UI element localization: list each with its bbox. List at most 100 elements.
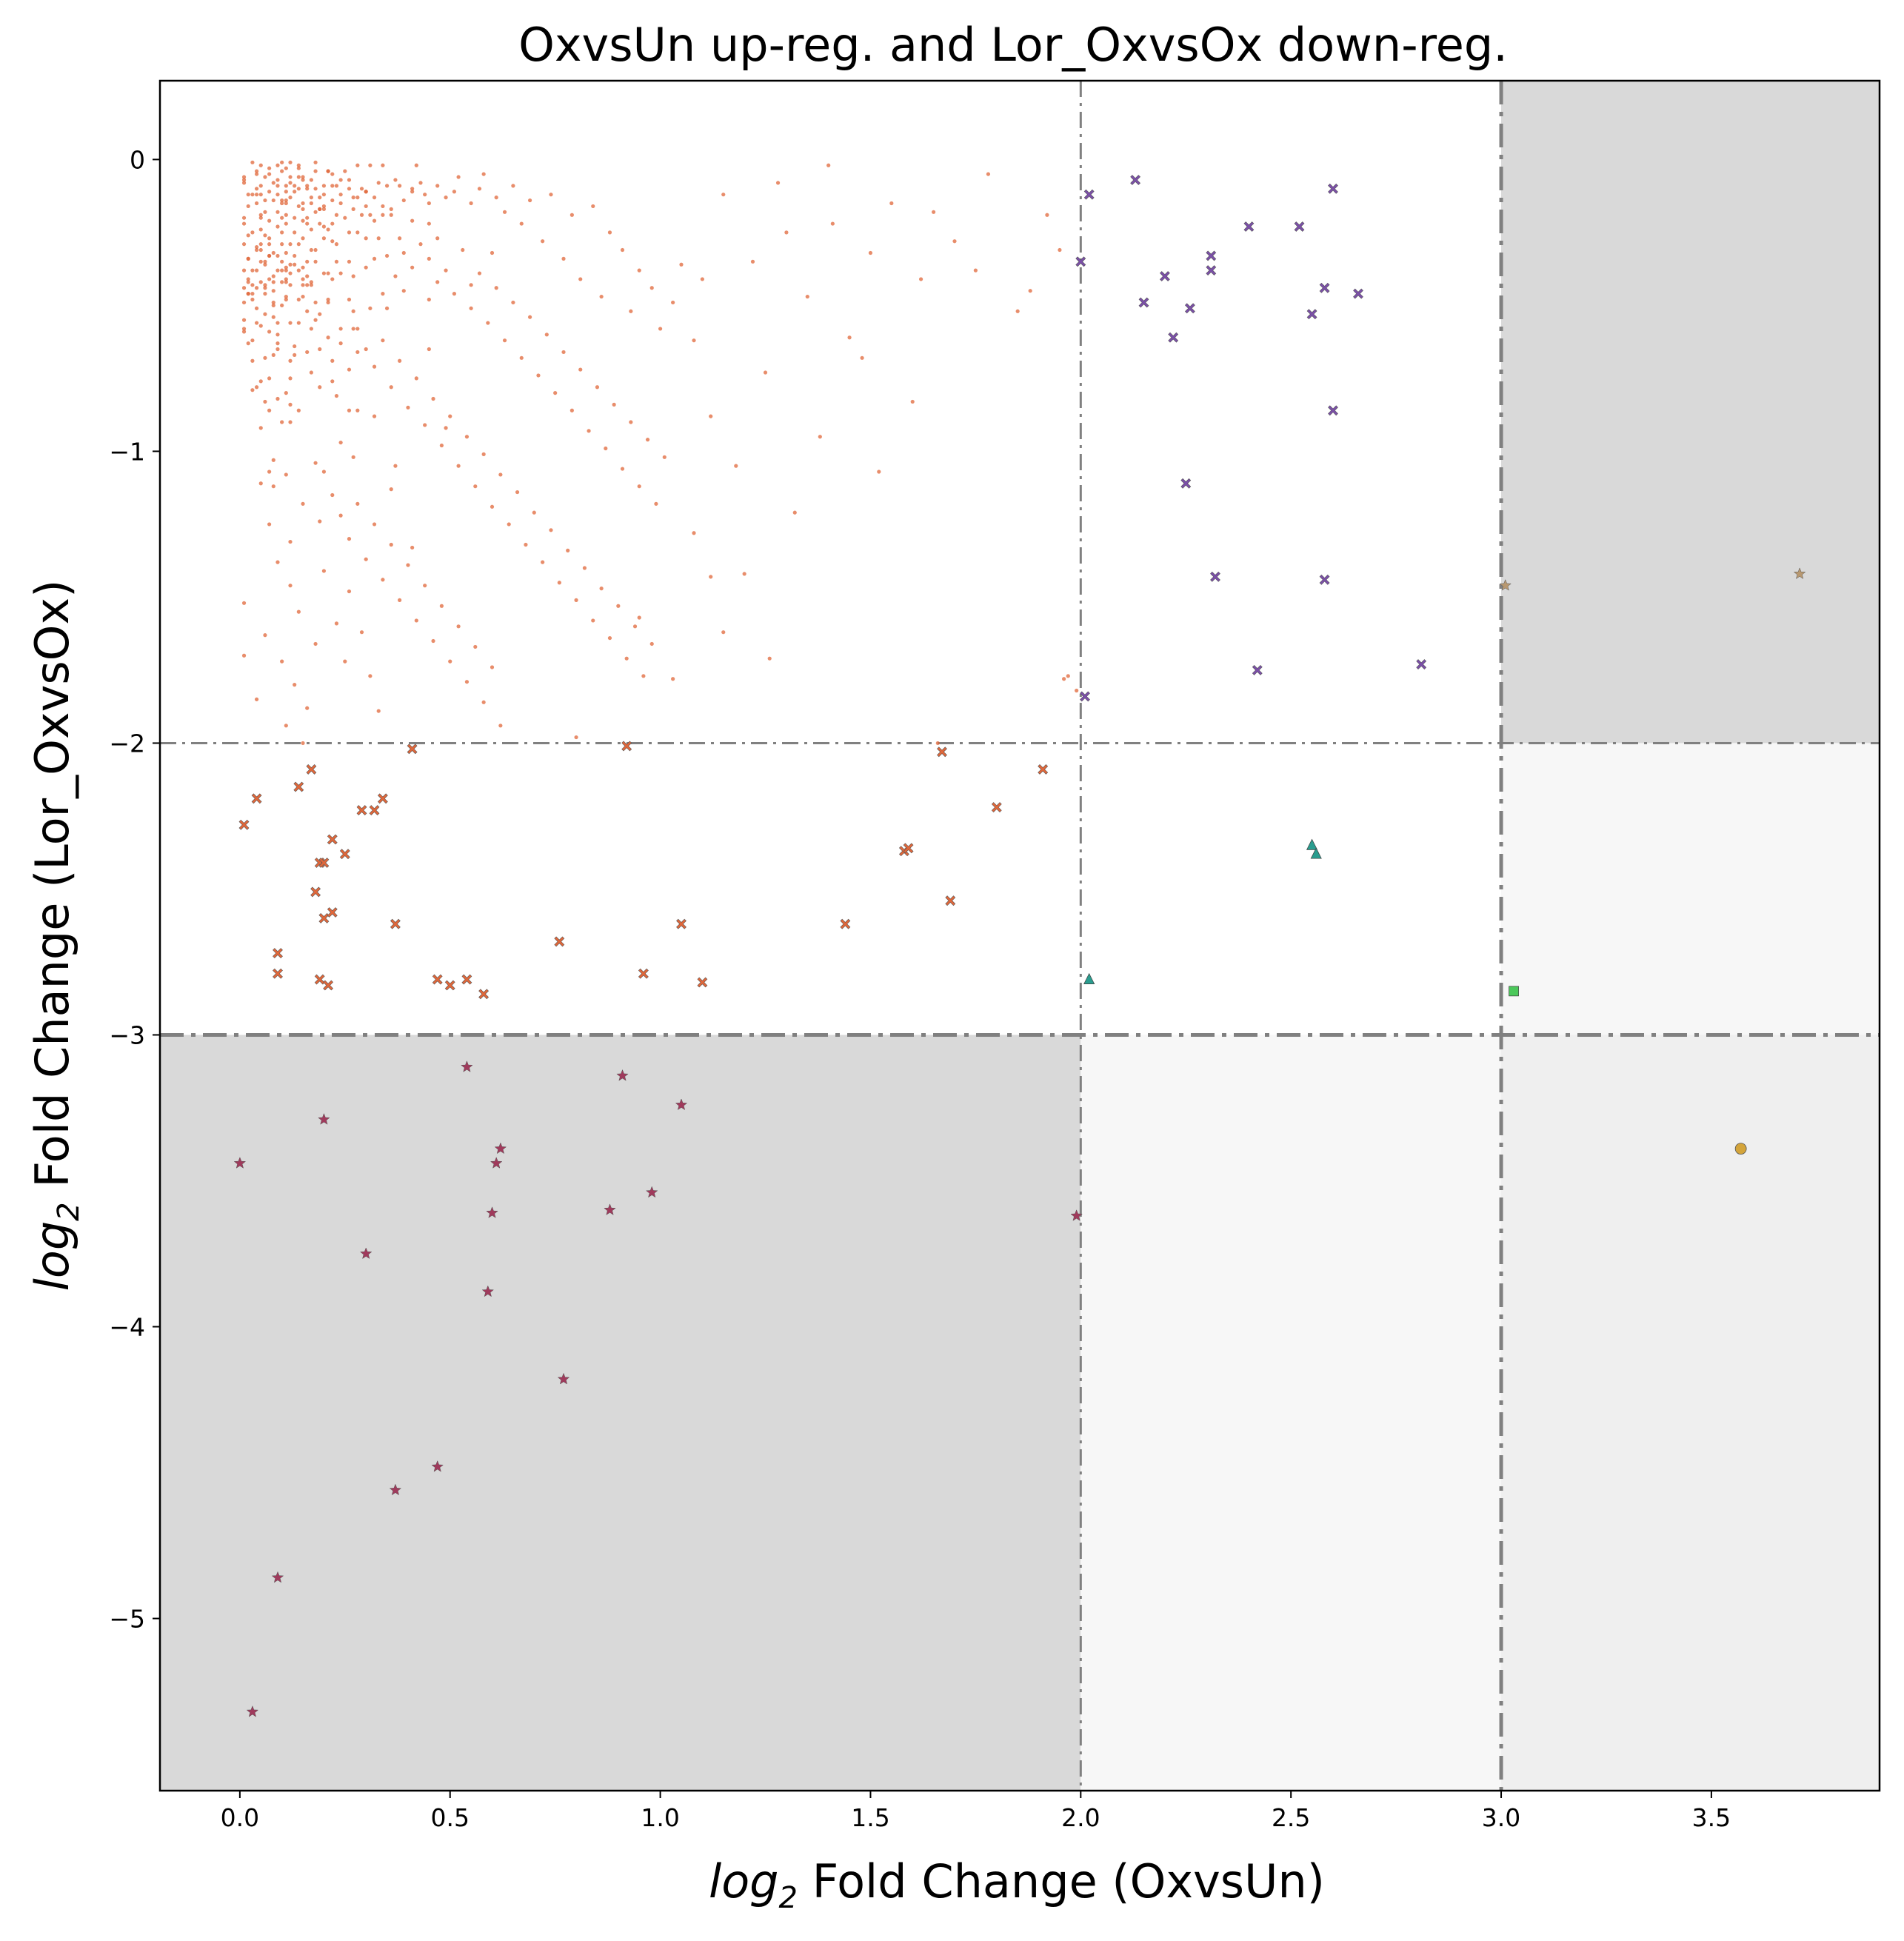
y-tick-label: −3 — [109, 1020, 145, 1049]
data-point-dot — [267, 408, 272, 412]
data-point-dot — [750, 259, 755, 264]
data-point-dot — [599, 587, 604, 591]
data-point-dot — [372, 414, 377, 418]
data-point-dot — [284, 277, 288, 281]
data-point-star — [359, 1247, 373, 1260]
data-point-dot — [553, 391, 558, 395]
data-point-dot — [359, 187, 364, 191]
chart-title: OxvsUn up-reg. and Lor_OxvsOx down-reg. — [518, 18, 1508, 72]
data-point-x — [840, 918, 851, 929]
data-point-dot — [246, 204, 250, 209]
data-point-dot — [263, 198, 267, 203]
data-point-dot — [318, 207, 322, 211]
data-point-dot — [293, 216, 297, 220]
data-point-dot — [254, 193, 259, 197]
y-axis-label-text: Fold Change (Lor_OxvsOx) — [25, 580, 79, 1203]
data-point-dot — [406, 405, 410, 410]
data-point-dot — [263, 633, 267, 638]
data-point-dot — [461, 247, 465, 253]
data-point-dot — [241, 286, 247, 290]
data-point-dot — [364, 190, 368, 194]
data-point-x — [369, 805, 380, 816]
data-point-dot — [541, 239, 545, 244]
data-point-dot — [263, 259, 267, 264]
data-point-dot — [284, 265, 288, 270]
data-point-dot — [280, 659, 284, 664]
data-point-dot — [1058, 247, 1062, 253]
data-point-dot — [338, 440, 343, 445]
data-point-dot — [330, 492, 335, 498]
data-point-dot — [629, 309, 633, 313]
data-point-x — [1138, 297, 1149, 308]
x-tick-label: 2.5 — [1272, 1803, 1310, 1832]
data-point-dot — [258, 481, 263, 486]
data-point-dot — [481, 452, 486, 456]
data-point-dot — [860, 355, 864, 360]
data-point-dot — [376, 709, 381, 713]
data-point-star — [246, 1705, 259, 1717]
data-point-dot — [334, 393, 339, 398]
data-point-dot — [288, 181, 293, 185]
data-point-dot — [318, 519, 322, 524]
data-point-dot — [284, 280, 288, 284]
data-point-dot — [288, 539, 293, 544]
data-point-dot — [246, 292, 250, 296]
data-point-dot — [401, 198, 406, 203]
data-point-dot — [305, 216, 310, 220]
data-point-dot — [296, 175, 301, 179]
data-point-dot — [481, 700, 486, 704]
data-point-dot — [275, 268, 280, 273]
data-point-dot — [305, 283, 310, 287]
data-point-dot — [338, 513, 343, 518]
data-point-x — [1083, 189, 1095, 200]
y-axis-label-sub: 2 — [52, 1202, 86, 1220]
data-point-dot — [490, 504, 495, 509]
data-point-dot — [742, 572, 746, 576]
data-point-dot — [318, 347, 322, 352]
data-point-dot — [410, 190, 415, 194]
data-point-dot — [305, 187, 310, 191]
data-point-dot — [604, 446, 608, 451]
data-point-dot — [271, 274, 275, 278]
data-point-dot — [464, 435, 470, 439]
data-point-dot — [275, 224, 280, 229]
data-point-star — [557, 1372, 570, 1385]
data-point-x — [1184, 303, 1195, 314]
data-point-dot — [587, 429, 591, 433]
data-point-dot — [574, 735, 578, 740]
data-point-dot — [444, 196, 448, 200]
data-point-dot — [301, 741, 305, 746]
data-point-dot — [364, 557, 368, 561]
data-point-star — [271, 1571, 284, 1583]
data-point-dot — [527, 315, 532, 319]
x-tick-label: 2.0 — [1061, 1803, 1100, 1832]
data-point-dot — [326, 335, 330, 340]
data-point-dot — [351, 196, 355, 200]
data-point-dot — [414, 376, 418, 381]
data-point-dot — [301, 178, 305, 182]
data-point-x — [1210, 571, 1220, 582]
data-point-dot — [305, 706, 310, 710]
data-point-dot — [263, 286, 267, 290]
data-point-dot — [700, 277, 704, 281]
data-point-dot — [709, 414, 713, 418]
data-point-triangle — [1306, 838, 1318, 850]
data-point-dot — [401, 289, 406, 293]
y-axis-ticks: 0 −1 −2 −3 −4 −5 — [109, 145, 160, 1634]
data-point-dot — [275, 321, 280, 325]
data-point-dot — [321, 569, 327, 573]
data-point-dot — [258, 163, 263, 167]
data-point-dot — [398, 358, 402, 363]
data-point-dot — [692, 531, 696, 535]
y-tick-label: −4 — [109, 1312, 145, 1341]
data-point-x — [903, 843, 914, 854]
data-point-dot — [637, 615, 641, 620]
data-point-dot — [511, 184, 515, 188]
data-point-dot — [351, 274, 355, 278]
data-point-dot — [418, 242, 423, 247]
data-point-dot — [398, 184, 402, 188]
data-point-dot — [569, 213, 574, 217]
data-point-dot — [275, 253, 280, 258]
data-point-dot — [258, 324, 263, 328]
data-point-x — [327, 834, 338, 845]
